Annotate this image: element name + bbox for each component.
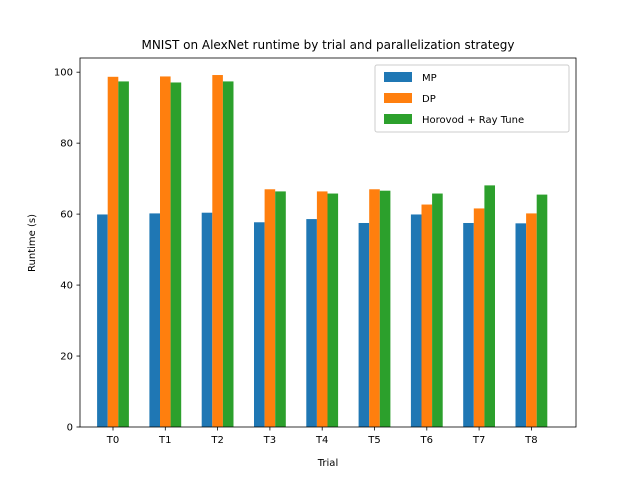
x-tick-label: T0 [106, 435, 119, 446]
bar-mp-t2 [201, 212, 213, 427]
y-tick-label: 100 [54, 68, 73, 79]
legend-label: DP [422, 94, 436, 105]
y-tick-label: 20 [60, 352, 73, 363]
bar-horovod-ray-tune-t4 [327, 193, 339, 427]
x-tick-label: T5 [367, 435, 380, 446]
plot-frame [79, 57, 577, 428]
bar-horovod-ray-tune-t1 [170, 82, 182, 427]
bar-dp-t2 [212, 75, 223, 427]
bar-dp-t8 [526, 213, 537, 427]
bar-mp-t8 [515, 223, 527, 427]
x-tick-label: T4 [315, 435, 328, 446]
x-tick-label: T1 [158, 435, 171, 446]
bar-dp-t3 [264, 189, 276, 427]
bar-mp-t3 [254, 222, 265, 427]
legend-swatch [384, 93, 412, 103]
bar-horovod-ray-tune-t8 [536, 194, 548, 427]
chart-title: MNIST on AlexNet runtime by trial and pa… [141, 38, 514, 52]
x-tick-label: T2 [210, 435, 223, 446]
x-axis-label: Trial [317, 458, 338, 469]
bar-mp-t1 [149, 213, 160, 427]
bar-dp-t5 [369, 189, 380, 427]
bar-horovod-ray-tune-t0 [118, 81, 129, 428]
bar-horovod-ray-tune-t3 [275, 191, 286, 427]
bar-mp-t5 [358, 222, 370, 427]
x-tick-label: T6 [420, 435, 433, 446]
axes-layer: T0 T1 T2 T3 T4 T5 T6 T7 T8 0 20 40 60 80 100 [54, 57, 577, 446]
legend: MP DP Horovod + Ray Tune [374, 64, 570, 133]
legend-swatch [384, 114, 412, 124]
bar-horovod-ray-tune-t2 [222, 81, 234, 428]
legend-swatch [384, 72, 412, 82]
bar-horovod-ray-tune-t6 [432, 193, 443, 427]
bars-layer [97, 75, 548, 428]
bar-horovod-ray-tune-t7 [484, 185, 495, 427]
bar-mp-t0 [97, 214, 108, 427]
y-tick-label: 40 [60, 281, 73, 292]
bar-dp-t1 [160, 76, 171, 427]
legend-box [374, 64, 570, 133]
bar-dp-t6 [421, 204, 433, 427]
x-tick-label: T3 [263, 435, 276, 446]
legend-label: Horovod + Ray Tune [422, 115, 524, 126]
bar-dp-t4 [316, 191, 328, 427]
y-tick-label: 0 [67, 423, 73, 434]
x-tick-label: T7 [472, 435, 485, 446]
bar-dp-t0 [107, 76, 119, 428]
bar-horovod-ray-tune-t5 [379, 190, 391, 427]
bar-mp-t4 [306, 219, 317, 427]
y-tick-label: 60 [60, 210, 73, 221]
bar-mp-t6 [410, 214, 422, 427]
bar-dp-t7 [473, 208, 485, 427]
x-tick-label: T8 [524, 435, 537, 446]
bar-mp-t7 [463, 222, 474, 427]
y-axis-label: Runtime (s) [27, 214, 38, 272]
legend-label: MP [422, 73, 437, 84]
y-tick-label: 80 [60, 139, 73, 150]
